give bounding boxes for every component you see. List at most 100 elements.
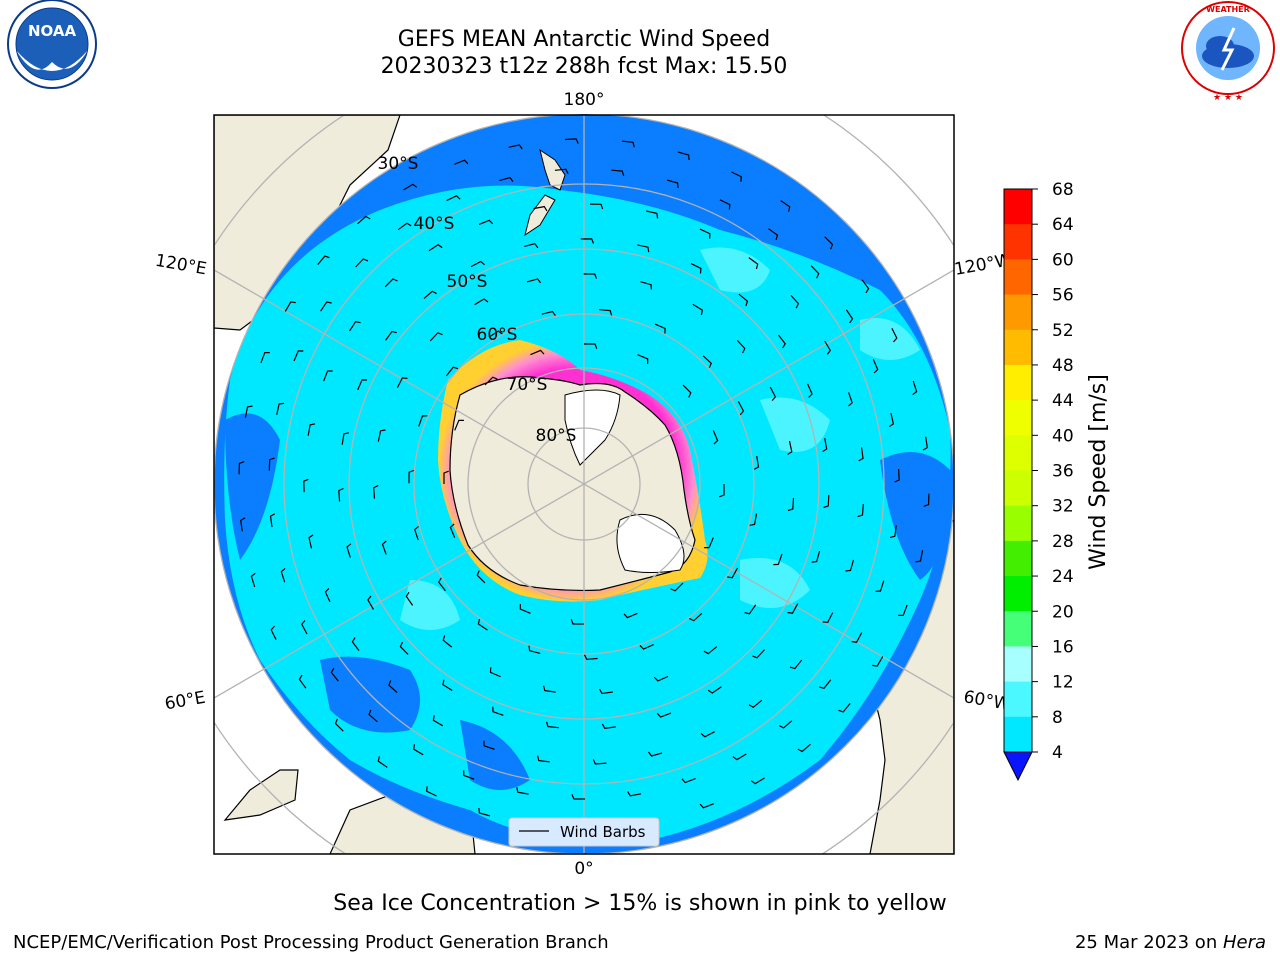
colorbar-label: Wind Speed [m/s] [1086, 374, 1111, 570]
wind-barb [334, 718, 344, 732]
lat-label-70s: 70°S [507, 375, 548, 395]
wind-barb [408, 469, 414, 484]
colorbar-segment [1004, 576, 1032, 612]
wind-barb [492, 706, 504, 716]
wind-barb [611, 169, 625, 177]
wind-barb [744, 604, 757, 615]
wind-barb [530, 349, 545, 356]
wind-barb [637, 354, 649, 364]
wind-barb [367, 595, 375, 610]
wind-barb [689, 612, 703, 622]
wind-barb [778, 720, 793, 729]
wind-barb [269, 513, 276, 528]
wind-barb [731, 171, 742, 182]
colorbar-segment [1004, 189, 1032, 225]
wind-barb [700, 731, 715, 738]
wind-barb [584, 343, 598, 349]
wind-barb [749, 513, 758, 526]
wind-barb [811, 550, 821, 563]
wind-barb [413, 744, 424, 756]
wind-barb [317, 255, 330, 265]
sea-ice-note: Sea Ice Concentration > 15% is shown in … [333, 891, 947, 916]
wind-barb [838, 703, 851, 713]
wind-barb [699, 803, 714, 809]
wind-barb [341, 432, 349, 445]
wind-barb [388, 680, 398, 693]
wind-barb [861, 279, 870, 294]
map-frame [213, 114, 955, 855]
wind-barb [489, 667, 501, 678]
wind-barb [484, 376, 498, 386]
wind-barb [478, 219, 494, 225]
wind-barb [377, 756, 388, 768]
wind-barb [260, 352, 270, 364]
colorbar-tick-label: 4 [1052, 743, 1063, 763]
wind-barb [308, 534, 314, 549]
wind-barb [478, 807, 491, 817]
colorbar-segment [1004, 400, 1032, 436]
wind-barb [476, 570, 486, 584]
wind-barb [768, 228, 779, 241]
wind-barb [477, 618, 488, 631]
wind-barb [891, 328, 898, 343]
chart-title: GEFS MEAN Antarctic Wind Speed [397, 27, 771, 52]
wind-barb [524, 243, 539, 249]
colorbar-tick-label: 48 [1052, 356, 1074, 376]
wind-barb [727, 567, 739, 579]
legend-label: Wind Barbs [560, 823, 646, 841]
wind-barb [807, 383, 813, 398]
wind-barb [432, 715, 444, 727]
wind-barb [307, 423, 316, 436]
wind-barb [293, 350, 304, 362]
wind-barb [648, 751, 663, 757]
colorbar-segment [1004, 259, 1032, 296]
wind-barb [377, 429, 386, 442]
wind-barb [428, 243, 443, 252]
wind-barb [483, 740, 495, 750]
wind-barb [699, 228, 711, 239]
wind-barb [888, 412, 895, 428]
wind-barb [442, 635, 453, 648]
colorbar-tick-label: 20 [1052, 602, 1074, 622]
wind-barb [787, 440, 793, 455]
lat-label-50s: 50°S [447, 272, 488, 292]
wind-barb [437, 577, 446, 592]
colorbar-tick-label: 60 [1052, 250, 1074, 270]
wind-barb [268, 457, 275, 471]
wind-barb [240, 517, 246, 532]
colorbar-segment [1004, 716, 1032, 753]
wind-barb [443, 470, 449, 484]
wind-barb [872, 359, 879, 374]
lon-label-60e: 60°E [163, 688, 207, 715]
wind-barb [670, 582, 684, 592]
wind-barb [787, 497, 795, 512]
wind-barb [923, 493, 930, 507]
colorbar-tick-label: 56 [1052, 286, 1074, 306]
colorbar-tick-label: 24 [1052, 567, 1074, 587]
wind-barb [516, 787, 529, 795]
wind-barb [682, 384, 692, 398]
colorbar-segment [1004, 435, 1032, 471]
wind-barb [280, 568, 286, 583]
wind-barb [738, 293, 749, 307]
colorbar-tick-label: 44 [1052, 391, 1074, 411]
wind-barb [824, 340, 832, 355]
colorbar-tick-label: 68 [1052, 180, 1074, 200]
wind-barb [789, 659, 803, 670]
wind-barb [623, 612, 638, 619]
wind-barb [752, 649, 765, 659]
wind-barb [346, 543, 352, 558]
wind-barb [703, 646, 718, 655]
wind-barb [426, 786, 437, 797]
footer-date-text: 25 Mar 2023 on [1074, 932, 1223, 953]
wind-barb [276, 402, 285, 415]
wind-barb [845, 559, 855, 572]
wind-barb [748, 257, 759, 270]
wind-barb [470, 260, 485, 268]
wind-barb [418, 415, 428, 427]
wind-barb [639, 644, 654, 650]
wind-barb [875, 580, 885, 592]
colorbar-segment [1004, 611, 1032, 647]
wind-barb [922, 436, 928, 451]
